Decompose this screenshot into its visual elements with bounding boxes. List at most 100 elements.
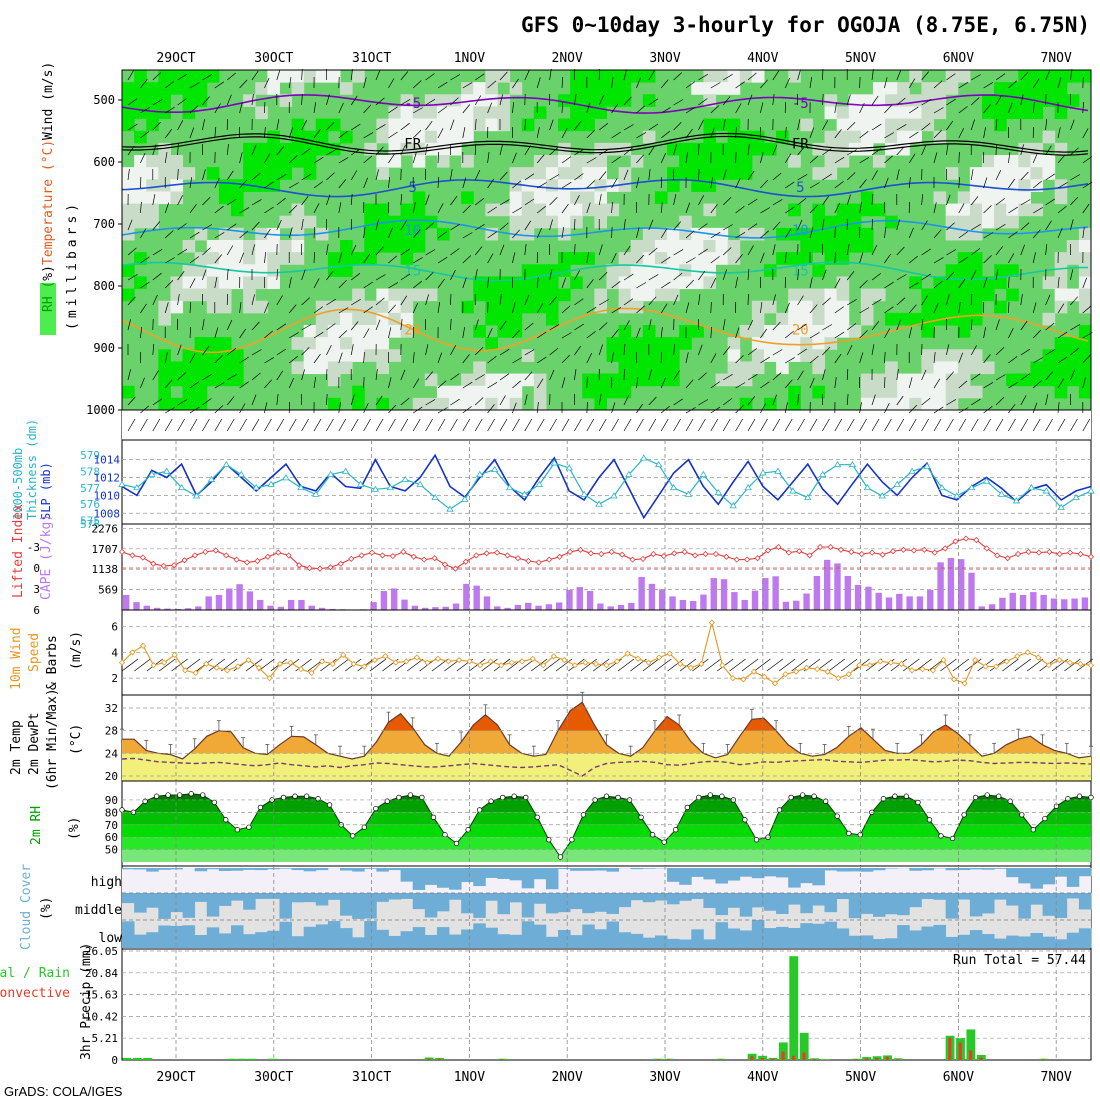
- rh-cell: [897, 118, 910, 132]
- rh2m-point: [696, 794, 702, 801]
- rh-cell: [897, 94, 910, 107]
- upper-wind-barb: [251, 394, 257, 406]
- cloud-low-bar: [449, 934, 462, 948]
- rh-cell: [400, 300, 414, 314]
- upper-wind-barb: [177, 248, 188, 256]
- cloud-middle-bar: [1030, 893, 1043, 905]
- lifted-index-point: [368, 549, 376, 556]
- wind10m-barb: [320, 658, 337, 672]
- upper-wind-barb: [1020, 320, 1028, 331]
- surface-wind-barb: [202, 418, 210, 432]
- rh-cell: [158, 373, 171, 387]
- cloud-middle-bar: [558, 893, 571, 913]
- cloud-middle-bar: [1006, 893, 1019, 906]
- rh-cell: [315, 312, 329, 326]
- upper-wind-barb: [214, 382, 225, 389]
- rh-cell: [630, 288, 644, 302]
- upper-wind-barb: [375, 274, 386, 281]
- upper-wind-barb: [933, 302, 939, 314]
- lifted-index-point: [681, 548, 688, 555]
- upper-wind-barb: [264, 206, 274, 214]
- top-tick-label: 31OCT: [352, 51, 391, 66]
- cape-bar: [164, 608, 171, 610]
- upper-wind-barb: [363, 155, 373, 164]
- wind10m-barb: [134, 658, 151, 672]
- upper-wind-barb: [350, 69, 353, 81]
- rh-cell: [303, 325, 317, 338]
- cloud-low-bar: [691, 929, 704, 948]
- upper-wind-barb: [512, 252, 516, 264]
- upper-wind-barb: [611, 131, 621, 139]
- upper-wind-barb: [723, 374, 733, 381]
- thickness-point: [341, 467, 350, 474]
- wind10m-point: [540, 662, 547, 669]
- upper-wind-barb: [462, 205, 471, 214]
- upper-wind-barb: [177, 399, 188, 406]
- rh-cell: [315, 349, 329, 362]
- upper-wind-barb: [648, 274, 659, 281]
- upper-wind-barb: [437, 203, 444, 214]
- upper-wind-barb: [276, 119, 280, 131]
- upper-wind-barb: [660, 130, 671, 139]
- rh-cell: [364, 142, 377, 156]
- rh-cell: [376, 288, 389, 302]
- upper-wind-barb: [561, 76, 564, 89]
- rh2m-label-2: (%): [67, 817, 82, 840]
- surface-wind-barb: [1032, 418, 1041, 432]
- wind10m-point: [182, 667, 189, 674]
- upper-wind-barb: [301, 219, 304, 231]
- upper-wind-barb: [834, 129, 842, 139]
- upper-wind-barb: [822, 93, 824, 106]
- pressure-tick-label: 800: [93, 279, 115, 293]
- lifted-index-point: [160, 562, 167, 569]
- upper-wind-barb: [884, 376, 886, 389]
- upper-wind-barb: [908, 255, 918, 264]
- upper-wind-barb: [536, 378, 544, 389]
- cloud-middle-bar: [654, 893, 668, 901]
- upper-wind-barb: [809, 304, 818, 314]
- upper-wind-barb: [288, 277, 292, 289]
- contour-label: 5: [408, 180, 416, 196]
- rh-cell: [751, 337, 765, 350]
- rh-cell: [763, 325, 777, 338]
- rh-cell: [340, 349, 353, 362]
- rh-cell: [691, 179, 704, 192]
- thickness-point: [505, 483, 514, 491]
- upper-wind-barb: [140, 303, 147, 314]
- upper-wind-barb: [1057, 154, 1066, 164]
- rh-cell: [703, 264, 717, 277]
- cape-bar: [308, 605, 315, 610]
- upper-wind-barb: [884, 403, 890, 414]
- surface-wind-barb: [425, 418, 433, 432]
- lifted-index-point: [421, 556, 428, 563]
- rh-cell: [533, 215, 547, 229]
- cloud-low-bar: [497, 934, 510, 948]
- rh-cell: [521, 300, 535, 314]
- rh-cell: [885, 106, 898, 120]
- surface-wind-barb: [140, 418, 148, 432]
- upper-wind-barb: [450, 195, 458, 206]
- upper-wind-barb: [599, 149, 609, 156]
- rh-cell: [206, 167, 220, 180]
- upper-wind-barb: [846, 393, 849, 406]
- cloud-high-bar: [921, 868, 934, 871]
- rh-cell: [582, 106, 595, 120]
- rh-cell: [291, 142, 305, 156]
- precip-convective-bar: [969, 1050, 973, 1060]
- rh-cell: [969, 203, 983, 217]
- rh-cell: [606, 337, 620, 350]
- wind10m-barb: [332, 658, 350, 672]
- upper-wind-barb: [908, 78, 916, 89]
- wind10m-point: [582, 659, 589, 666]
- upper-wind-barb: [983, 177, 988, 189]
- upper-wind-barb: [313, 203, 320, 214]
- upper-wind-barb: [350, 321, 359, 331]
- rh-cell: [1018, 373, 1031, 387]
- upper-wind-barb: [450, 97, 459, 106]
- rh-cell: [1078, 240, 1091, 253]
- upper-wind-barb: [549, 196, 558, 206]
- upper-wind-barb: [400, 248, 411, 256]
- upper-wind-barb: [474, 347, 484, 356]
- rh2m-tick: 80: [105, 806, 118, 819]
